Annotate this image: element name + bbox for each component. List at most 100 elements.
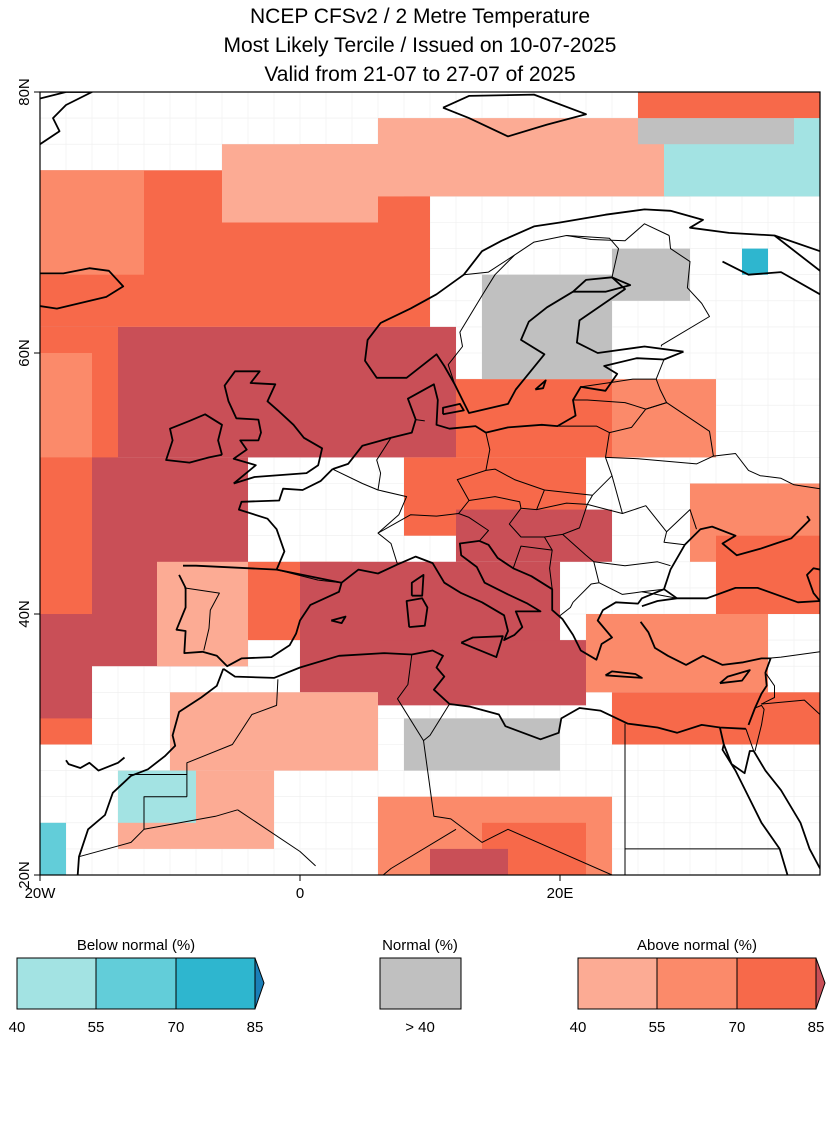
coastline-aqaba <box>752 750 820 869</box>
coastline-black-sea-south <box>663 588 678 600</box>
country-border <box>536 494 593 511</box>
country-border <box>332 468 408 565</box>
coastline-caspian <box>806 567 820 602</box>
field-cell-above-55 <box>40 170 144 275</box>
country-border <box>456 468 545 514</box>
country-border <box>237 809 316 867</box>
field-cell-above-40 <box>170 692 378 771</box>
legend-below-tick-40: 40 <box>9 1019 26 1036</box>
coastline-gotland <box>534 379 547 391</box>
country-border <box>580 378 657 388</box>
map-frame <box>39 91 821 876</box>
coastline-great-britain <box>223 370 324 485</box>
country-border <box>754 704 765 752</box>
country-border <box>415 419 425 422</box>
coastline-crete <box>605 670 643 679</box>
country-border <box>276 569 319 581</box>
coastline-scandinavia <box>364 208 820 414</box>
country-borders <box>78 223 820 875</box>
legend-above-title: Above normal (%) <box>637 937 757 954</box>
coastline-novaya-kola <box>773 234 820 272</box>
country-border <box>376 437 392 491</box>
legend-below-title: Below normal (%) <box>77 937 195 954</box>
field-cell-above-55 <box>612 379 716 458</box>
title-line-3: Valid from 21-07 to 27-07 of 2025 <box>264 63 576 86</box>
legend-above-tick-70: 70 <box>729 1019 746 1036</box>
coastline-svalbard <box>442 93 587 138</box>
lon-tick-20w: 20W <box>25 885 57 902</box>
country-border <box>641 591 678 599</box>
legend-above-swatch-40 <box>577 957 658 1010</box>
legend-below-swatch-40 <box>16 957 97 1010</box>
coastline-corsica <box>410 574 425 597</box>
coastline-north-africa <box>222 649 746 741</box>
field-cell-normal <box>638 118 794 145</box>
field-cell-above-85 <box>430 848 508 875</box>
field-cell-normal <box>612 248 690 301</box>
country-border <box>660 235 710 347</box>
country-border <box>573 399 646 410</box>
country-border <box>143 809 238 830</box>
field-cell-above-70 <box>716 535 820 614</box>
country-border <box>382 828 457 875</box>
lon-tick-0: 0 <box>296 885 304 902</box>
lat-tick-20n: 20N <box>16 861 33 889</box>
coastline-ireland <box>165 413 223 464</box>
coastline-france-south <box>341 563 398 584</box>
field-cell-above-40 <box>222 144 378 223</box>
legend-above-normal: Above normal (%) 40 55 70 85 <box>570 937 826 1036</box>
legend-normal-swatch <box>379 957 462 1010</box>
lat-axis: 20N 40N 60N 80N <box>16 78 40 889</box>
field-cell-above-85 <box>40 614 92 719</box>
legend-below-arrow <box>254 957 265 1010</box>
coastline-canary <box>65 756 126 772</box>
legend-below-swatch-70 <box>175 957 256 1010</box>
legend-normal-note: > 40 <box>405 1019 435 1036</box>
country-border <box>512 545 553 569</box>
field-cell-above-40 <box>157 561 248 667</box>
country-border <box>766 651 820 659</box>
country-border <box>645 402 714 457</box>
field-cell-below-55 <box>40 822 66 875</box>
legend-above-swatch-55 <box>656 957 738 1010</box>
country-border <box>447 254 515 385</box>
legend-above-tick-40: 40 <box>570 1019 587 1036</box>
country-border <box>761 672 820 715</box>
coastline-morocco-atlantic <box>76 668 225 875</box>
country-border <box>562 534 671 567</box>
coastline-greenland-tip <box>40 92 93 145</box>
legend-above-tick-85: 85 <box>808 1019 825 1036</box>
coastline-turkey-south <box>639 621 772 726</box>
coastline-italy <box>397 540 542 641</box>
field-cell-above-70 <box>638 92 820 119</box>
legend-above-arrow <box>815 957 826 1010</box>
country-border <box>423 703 625 875</box>
country-border <box>318 579 342 584</box>
country-border <box>543 536 553 590</box>
coastline-turkey <box>641 587 820 608</box>
coastline-zealand <box>442 402 465 416</box>
country-border <box>611 475 623 514</box>
coastline-france <box>237 468 334 570</box>
lat-tick-80n: 80N <box>16 78 33 106</box>
field-cell-above-70 <box>456 379 612 458</box>
field-cell-normal <box>404 718 560 771</box>
coastline-sardinia <box>405 597 429 628</box>
legend-normal: Normal (%) > 40 <box>379 937 462 1036</box>
coastline-sinai <box>722 744 754 775</box>
title-line-1: NCEP CFSv2 / 2 Metre Temperature <box>249 5 591 28</box>
coastline-iceland <box>40 267 125 310</box>
field-cell-above-70 <box>612 692 820 745</box>
legend-below-tick-85: 85 <box>247 1019 264 1036</box>
legend-above-tick-55: 55 <box>649 1019 666 1036</box>
country-border <box>598 582 665 595</box>
lon-tick-20e: 20E <box>547 885 574 902</box>
lat-tick-40n: 40N <box>16 600 33 628</box>
legend-below-swatch-55 <box>95 957 177 1010</box>
country-border <box>397 654 424 741</box>
country-border <box>184 587 220 651</box>
legend-below-tick-55: 55 <box>88 1019 105 1036</box>
field-cell-above-55 <box>40 353 92 458</box>
title-line-2: Most Likely Tercile / Issued on 10-07-20… <box>223 34 617 57</box>
coastline-iberia <box>175 564 343 668</box>
